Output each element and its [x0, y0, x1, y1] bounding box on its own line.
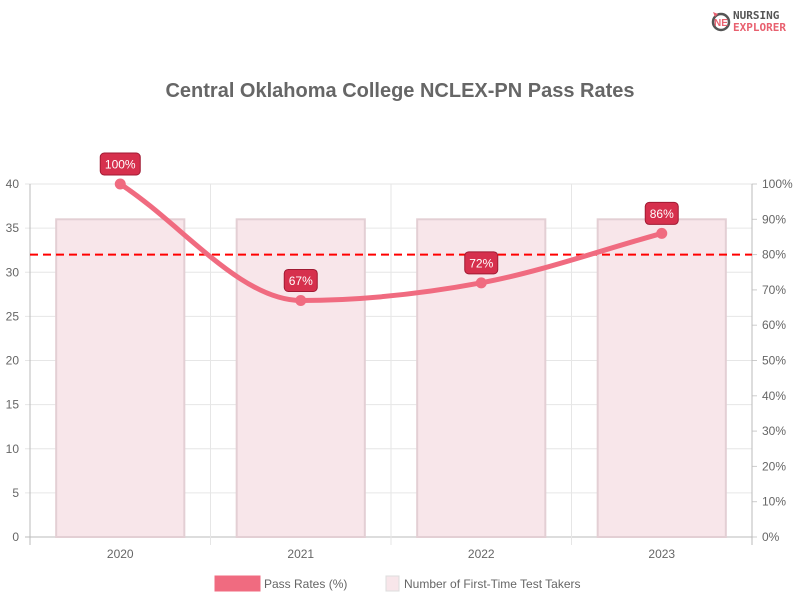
data-label: 86%: [650, 207, 674, 221]
legend-label: Number of First-Time Test Takers: [404, 577, 580, 591]
left-tick-label: 10: [6, 442, 20, 456]
nursing-explorer-logo: NE NURSING EXPLORER: [710, 8, 792, 34]
legend-label: Pass Rates (%): [264, 577, 347, 591]
data-label: 72%: [469, 256, 493, 270]
left-tick-label: 20: [6, 354, 20, 368]
data-label: 67%: [289, 274, 313, 288]
x-tick-label: 2020: [107, 547, 134, 561]
right-tick-label: 0%: [762, 530, 780, 544]
data-label-box: [464, 251, 499, 275]
left-tick-label: 35: [6, 221, 20, 235]
pass-rate-line: [117, 181, 665, 303]
left-tick-label: 25: [6, 309, 20, 323]
bar-2020: [55, 218, 186, 539]
right-tick-label: 80%: [762, 248, 786, 262]
right-tick-label: 50%: [762, 354, 786, 368]
data-label-box: [99, 152, 141, 176]
x-tick-label: 2022: [468, 547, 495, 561]
left-tick-label: 30: [6, 265, 20, 279]
right-tick-label: 100%: [762, 177, 793, 191]
left-tick-label: 0: [12, 530, 19, 544]
left-tick-label: 5: [12, 486, 19, 500]
right-tick-label: 30%: [762, 424, 786, 438]
svg-text:NE: NE: [714, 18, 728, 29]
right-tick-label: 60%: [762, 318, 786, 332]
data-label: 100%: [105, 158, 136, 172]
right-tick-label: 40%: [762, 389, 786, 403]
right-tick-label: 20%: [762, 459, 786, 473]
pass-rate-point-2020: [114, 178, 126, 190]
left-tick-label: 40: [6, 177, 20, 191]
chart-title: Central Oklahoma College NCLEX-PN Pass R…: [165, 80, 635, 102]
data-label-box: [644, 201, 679, 225]
pass-rate-point-2021: [295, 294, 307, 306]
right-tick-label: 70%: [762, 283, 786, 297]
bar-2021: [235, 218, 366, 539]
right-tick-label: 10%: [762, 495, 786, 509]
legend-swatch: [385, 575, 400, 592]
bar-2023: [596, 218, 727, 539]
legend-swatch: [214, 575, 261, 592]
logo-text-explorer: EXPLORER: [733, 21, 786, 34]
x-tick-label: 2023: [648, 547, 675, 561]
left-tick-label: 15: [6, 398, 20, 412]
right-tick-label: 90%: [762, 212, 786, 226]
pass-rate-point-2022: [475, 277, 487, 289]
x-tick-label: 2021: [287, 547, 314, 561]
data-label-box: [283, 268, 318, 292]
logo-icon: NE: [711, 12, 731, 32]
pass-rate-point-2023: [656, 227, 668, 239]
logo-text-nursing: NURSING: [733, 9, 780, 22]
